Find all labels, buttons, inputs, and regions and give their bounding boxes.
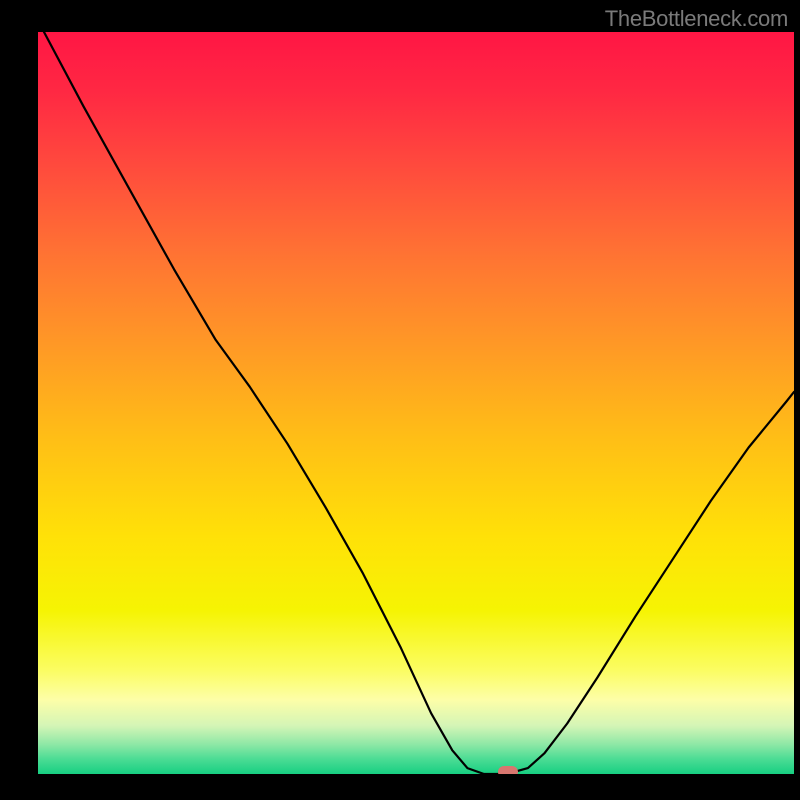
watermark-text: TheBottleneck.com: [605, 6, 788, 32]
plot-area: [38, 32, 794, 774]
frame-right: [794, 0, 800, 800]
frame-left: [0, 0, 38, 800]
frame-bottom: [0, 774, 800, 800]
curve-line: [44, 32, 794, 774]
bottleneck-curve: [38, 32, 794, 774]
